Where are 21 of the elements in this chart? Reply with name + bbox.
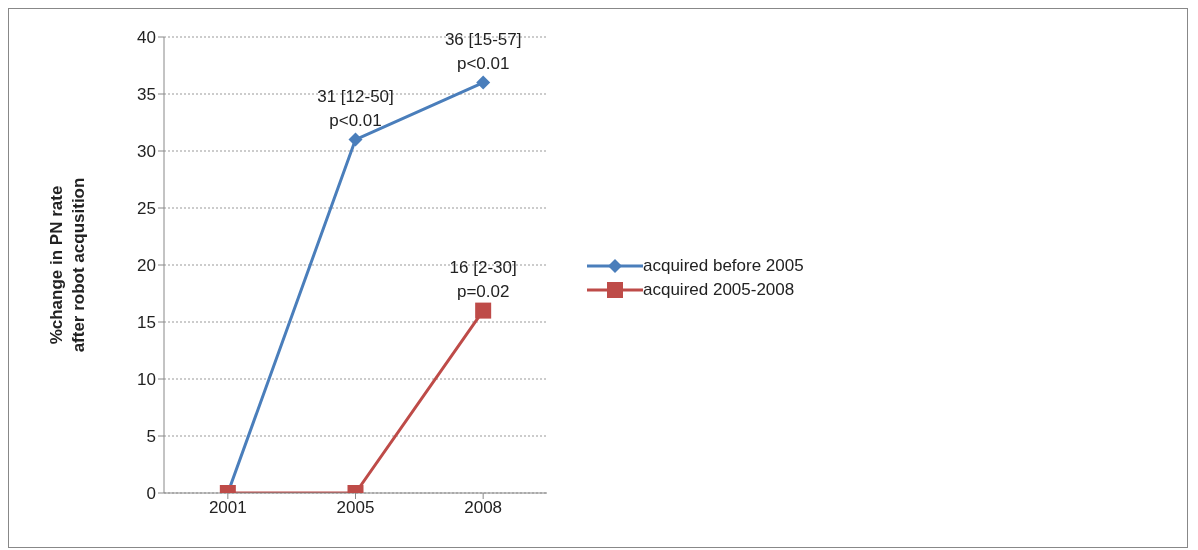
y-tick-label: 40	[137, 28, 156, 48]
x-tick-label: 2001	[208, 498, 247, 518]
y-tick-label: 5	[146, 427, 156, 447]
annotation: 36 [15-57] p<0.01	[444, 29, 522, 73]
y-tick-label: 25	[137, 199, 156, 219]
point	[475, 302, 492, 319]
y-tick-label: 30	[137, 142, 156, 162]
y-tick-label: 10	[137, 370, 156, 390]
x-tick-label: 2008	[464, 498, 503, 518]
annotation: 31 [12-50] p<0.01	[317, 86, 394, 130]
y-axis-title: %change in PN rate after robot acqusition	[47, 177, 88, 353]
legend-label: acquired before 2005	[643, 256, 804, 276]
x-tick-label: 2005	[336, 498, 375, 518]
y-tick-label: 0	[146, 484, 156, 504]
y-tick-label: 20	[137, 256, 156, 276]
y-tick-label: 35	[137, 85, 156, 105]
point	[348, 132, 363, 147]
y-tick-label: 15	[137, 313, 156, 333]
annotation: 16 [2-30] p=0.02	[449, 257, 517, 301]
legend-label: acquired 2005-2008	[643, 280, 795, 300]
point	[476, 75, 491, 90]
